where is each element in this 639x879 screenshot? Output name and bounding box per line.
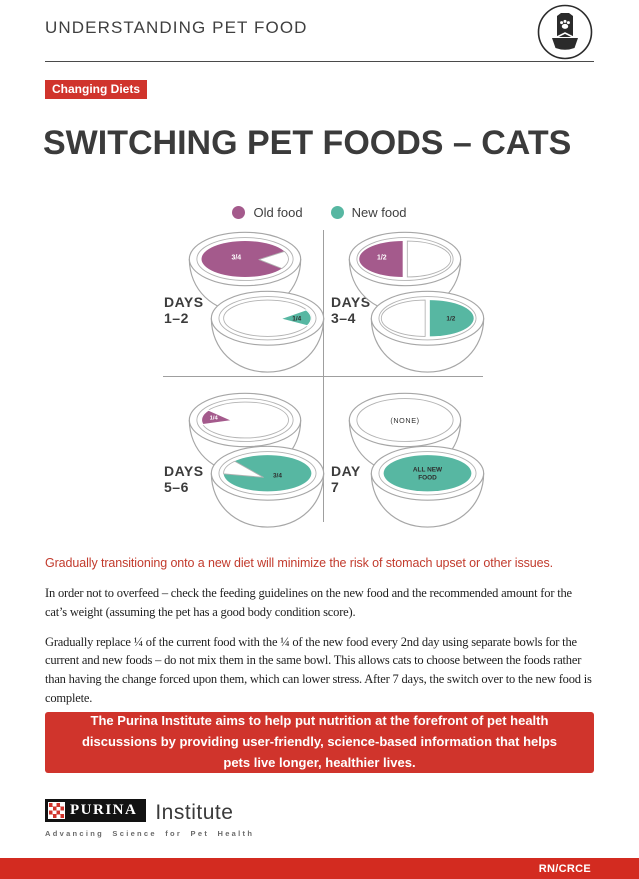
institute-wordmark: Institute [155,801,234,824]
quadrant-label-line2: 1–2 [164,309,189,326]
portion-label-new-q2: 1/2 [446,316,455,323]
legend-item-old-food: Old food [232,205,303,220]
quadrant-label-line2: 7 [331,478,340,495]
header-divider [45,61,594,62]
body-copy: In order not to overfeed – check the fee… [45,584,594,748]
pet-food-bag-bowl-icon [536,3,594,61]
info-box-text: The Purina Institute aims to help put nu… [81,713,558,770]
old-food-dot-icon [232,206,246,219]
quadrant-label-line1: DAY [331,463,361,479]
new-food-bowl: 3/4 [209,444,326,531]
paragraph-1: In order not to overfeed – check the fee… [45,586,572,619]
quadrant-label-line1: DAYS [164,294,204,310]
portion-label-new-q3: 3/4 [273,472,282,479]
legend-item-new-food: New food [330,205,407,220]
quadrant-label: DAYS 3–4 [331,294,371,326]
info-box: The Purina Institute aims to help put nu… [45,712,594,773]
quadrant-label: DAYS 5–6 [164,463,204,495]
legend: Old food New food [0,205,639,220]
purina-wordmark: PURINA [70,802,138,818]
quadrant-days-5-6: DAYS 5–6 1/4 [163,376,325,528]
header-title: UNDERSTANDING PET FOOD [45,18,308,37]
portion-label-old-q4: (NONE) [390,416,419,425]
purina-logo-bar: PURINA [45,799,147,822]
diagram-horizontal-divider [163,375,483,377]
document-code: RN/CRCE [538,862,591,875]
legend-label-old: Old food [253,205,303,220]
portion-label-new-q1: 1/4 [292,316,301,323]
purina-checkerboard-icon [48,802,65,819]
paragraph-2: Gradually replace ¼ of the current food … [45,634,592,705]
portion-label-old-q1: 3/4 [231,255,241,262]
legend-label-new: New food [351,205,407,220]
quadrant-label: DAY 7 [331,463,361,495]
quadrant-day-7: DAY 7 (NONE) ALL N [323,376,485,528]
portion-label-old-q2: 1/2 [377,255,387,262]
new-food-bowl-full: ALL NEW FOOD [369,444,486,531]
quadrant-days-1-2: DAYS 1–2 3/4 [163,227,326,376]
portion-label-new-q4-line2: FOOD [418,475,437,482]
quadrant-label-line1: DAYS [164,463,204,479]
old-food-bowl-empty: (NONE) [347,391,463,477]
quadrant-label-line1: DAYS [331,294,371,310]
new-food-dot-icon [330,206,344,219]
new-food-bowl: 1/2 [369,289,486,376]
purina-institute-logo: PURINA Institute Advancing Science for P… [45,799,254,838]
logo-tagline: Advancing Science for Pet Health [45,829,255,838]
quadrant-label: DAYS 1–2 [164,294,204,326]
quadrant-label-line2: 3–4 [331,309,356,326]
category-badge: Changing Diets [45,80,148,99]
portion-label-old-q3: 1/4 [210,415,219,421]
footer-bar: RN/CRCE [0,858,639,879]
new-food-bowl: 1/4 [209,289,326,376]
highlight-sentence: Gradually transitioning onto a new diet … [45,556,553,570]
portion-label-new-q4-line1: ALL NEW [413,466,443,473]
page-title: SWITCHING PET FOODS – CATS [43,124,572,162]
quadrant-label-line2: 5–6 [164,478,189,495]
quadrant-days-3-4: DAYS 3–4 1/2 [323,227,486,376]
transition-diagram: DAYS 1–2 3/4 [163,227,486,528]
